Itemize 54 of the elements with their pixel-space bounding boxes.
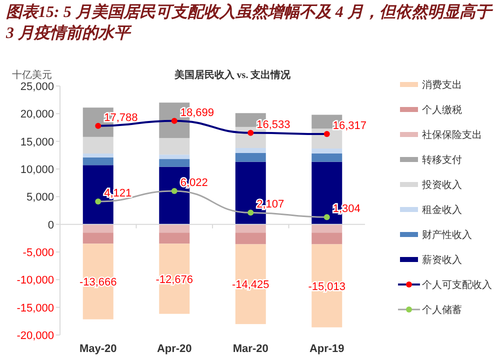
y-tick-label: 0: [48, 219, 54, 232]
y-tick-label: -5,000: [22, 247, 54, 259]
bar: [159, 232, 190, 244]
bar: [159, 138, 190, 155]
legend-label: 薪资收入: [422, 254, 462, 266]
legend-label: 财产性收入: [422, 229, 472, 241]
y-tick-label: 20,000: [20, 108, 54, 121]
x-tick-label: Apr-19: [309, 343, 344, 355]
legend-label: 转移支付: [422, 154, 462, 166]
title: 图表15: 5 月美国居民可支配收入虽然增幅不及 4 月，但依然明显高于 3 月疫情前的水平: [6, 2, 494, 44]
y-tick-label: 15,000: [20, 136, 54, 148]
data-label: 16,533: [256, 118, 290, 131]
bar: [312, 232, 342, 244]
data-label: -15,013: [308, 280, 346, 293]
y-tick-label: -20,000: [16, 330, 54, 342]
x-tick-label: Mar-20: [232, 343, 268, 355]
legend-label: 租金收入: [422, 204, 462, 216]
data-label: 16,317: [332, 120, 367, 132]
bar: [235, 232, 266, 244]
bar: [82, 157, 114, 166]
bar: [82, 224, 114, 233]
bar: [312, 148, 342, 154]
bar: [235, 224, 266, 233]
bar: [312, 128, 342, 149]
legend-label: 个人缴税: [422, 104, 462, 116]
y-axis-title: 十亿美元: [12, 69, 52, 81]
x-tick-label: May-20: [79, 343, 117, 355]
y-tick-label: 5,000: [26, 192, 54, 204]
bar: [82, 154, 114, 158]
legend-label: 社保保险支出: [422, 129, 482, 141]
legend-label: 消费支出: [422, 79, 462, 91]
bar: [312, 154, 342, 162]
chart-subtitle: 美国居民收入 vs. 支出情况: [173, 69, 292, 81]
y-tick-label: 25,000: [20, 81, 54, 93]
bar: [235, 152, 266, 162]
bar: [159, 154, 190, 160]
bar: [159, 224, 190, 233]
bar: [312, 224, 342, 233]
data-label: -13,666: [79, 276, 117, 289]
y-tick-label: -15,000: [16, 302, 54, 314]
bar: [82, 232, 114, 244]
data-label: 17,788: [104, 112, 138, 124]
y-tick-label: 10,000: [20, 164, 54, 176]
y-tick-label: -10,000: [16, 274, 54, 287]
legend-label: 个人储蓄: [422, 304, 462, 316]
data-label: -14,425: [232, 279, 270, 292]
bar: [159, 159, 190, 167]
x-tick-label: Apr-20: [156, 343, 192, 355]
bar: [235, 148, 266, 153]
legend-label: 投资收入: [421, 179, 462, 191]
legend-label: 个人可支配收入: [422, 279, 492, 291]
data-label: 18,699: [180, 106, 214, 119]
data-label: -12,676: [156, 274, 194, 286]
bar: [82, 136, 114, 154]
